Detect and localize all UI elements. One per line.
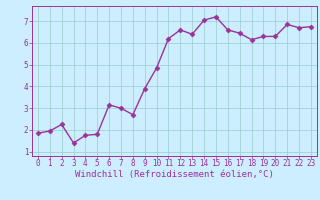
X-axis label: Windchill (Refroidissement éolien,°C): Windchill (Refroidissement éolien,°C) (75, 170, 274, 179)
